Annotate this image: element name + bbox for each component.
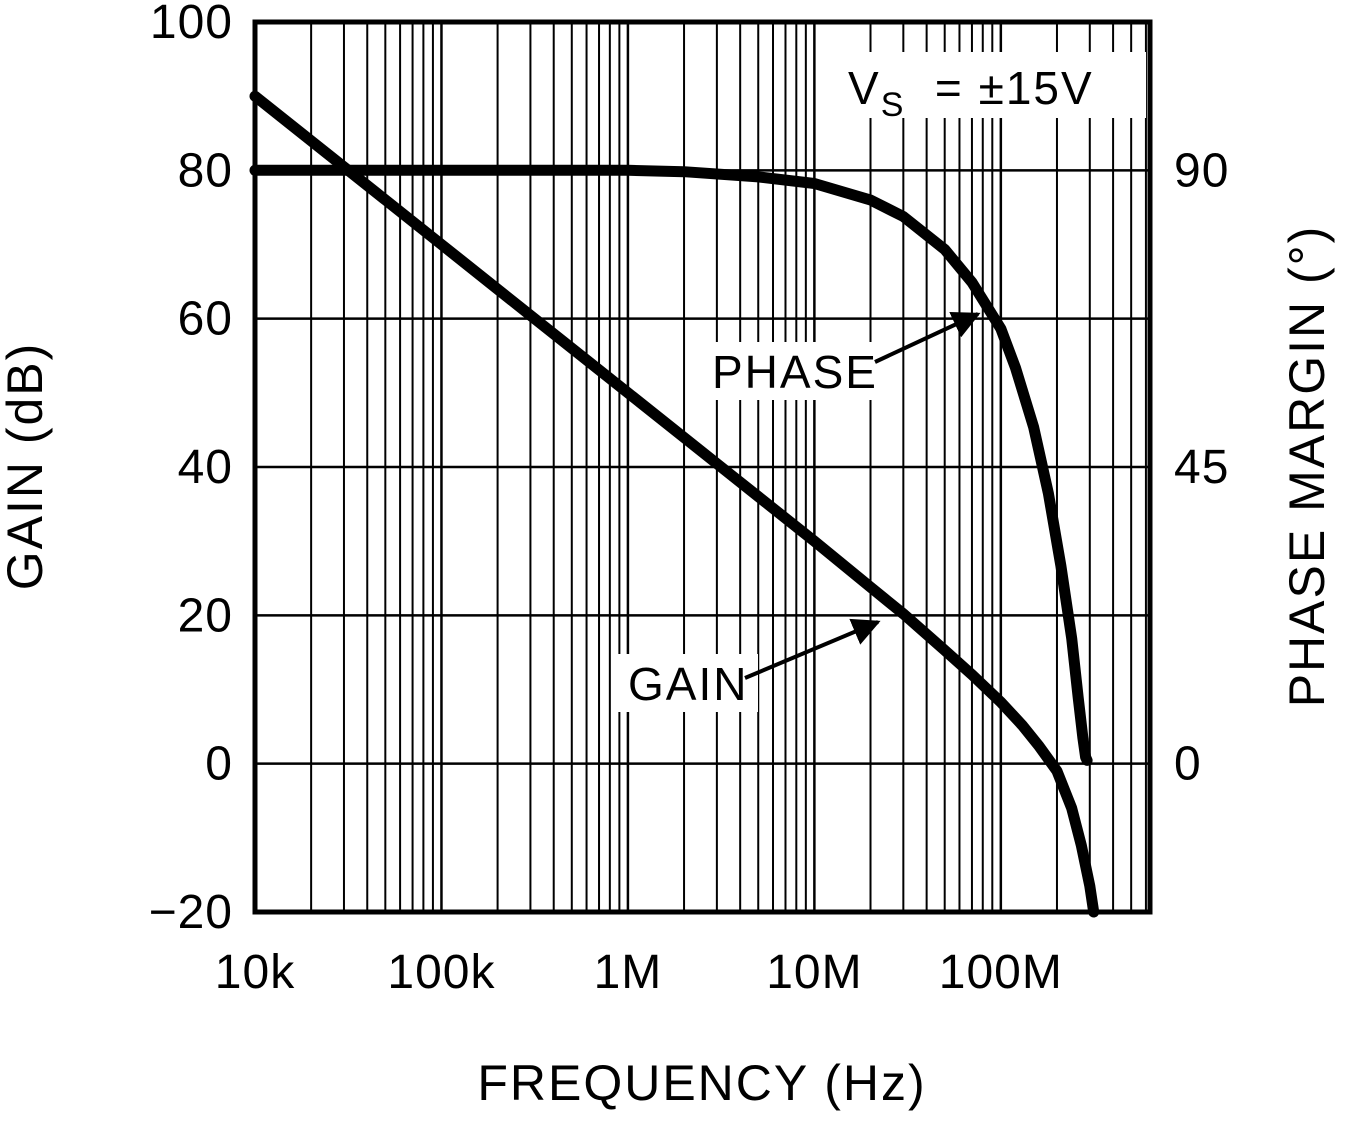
tick-labels: 100 80 60 40 20 0 −20 90 45 0 10k 100k 1M 10M 100M xyxy=(149,0,1229,999)
gain-curve xyxy=(249,90,1100,918)
y-left-tick-label: 80 xyxy=(178,144,233,197)
y-left-tick-label: 0 xyxy=(205,738,233,791)
x-tick-label: 1M xyxy=(594,946,663,999)
supply-annotation-backdrop xyxy=(828,52,1146,118)
x-tick-label: 10M xyxy=(766,946,862,999)
y-left-tick-label: 60 xyxy=(178,293,233,346)
x-tick-label: 10k xyxy=(215,946,295,999)
phase-label-backdrop xyxy=(702,342,872,400)
plot-border xyxy=(252,19,1153,915)
x-axis-title: FREQUENCY (Hz) xyxy=(477,1055,926,1111)
y-left-tick-label: 20 xyxy=(178,589,233,642)
gain-curve-label: GAIN xyxy=(628,658,748,710)
supply-voltage-annotation: VS = ±15V xyxy=(848,62,1094,124)
phase-curve xyxy=(249,164,1093,766)
y-left-tick-label: 100 xyxy=(150,0,233,49)
y-right-tick-label: 45 xyxy=(1174,441,1229,494)
y-left-tick-label: −20 xyxy=(149,886,233,939)
gain-label-backdrop xyxy=(618,654,758,712)
curve-layer xyxy=(249,90,1100,918)
y-axis-title-left: GAIN (dB) xyxy=(0,342,53,591)
y-left-tick-label: 40 xyxy=(178,441,233,494)
grid-layer xyxy=(252,19,1153,915)
phase-curve-label: PHASE xyxy=(712,346,878,398)
y-axis-title-right: PHASE MARGIN (°) xyxy=(1279,225,1335,708)
x-tick-label: 100M xyxy=(939,946,1063,999)
y-right-tick-label: 0 xyxy=(1174,738,1202,791)
gain-pointer-arrow xyxy=(744,618,881,680)
phase-pointer-arrow xyxy=(874,311,981,364)
y-right-tick-label: 90 xyxy=(1174,144,1229,197)
x-tick-label: 100k xyxy=(387,946,495,999)
annotation-layer: VS = ±15V PHASE GAIN xyxy=(618,52,1146,712)
